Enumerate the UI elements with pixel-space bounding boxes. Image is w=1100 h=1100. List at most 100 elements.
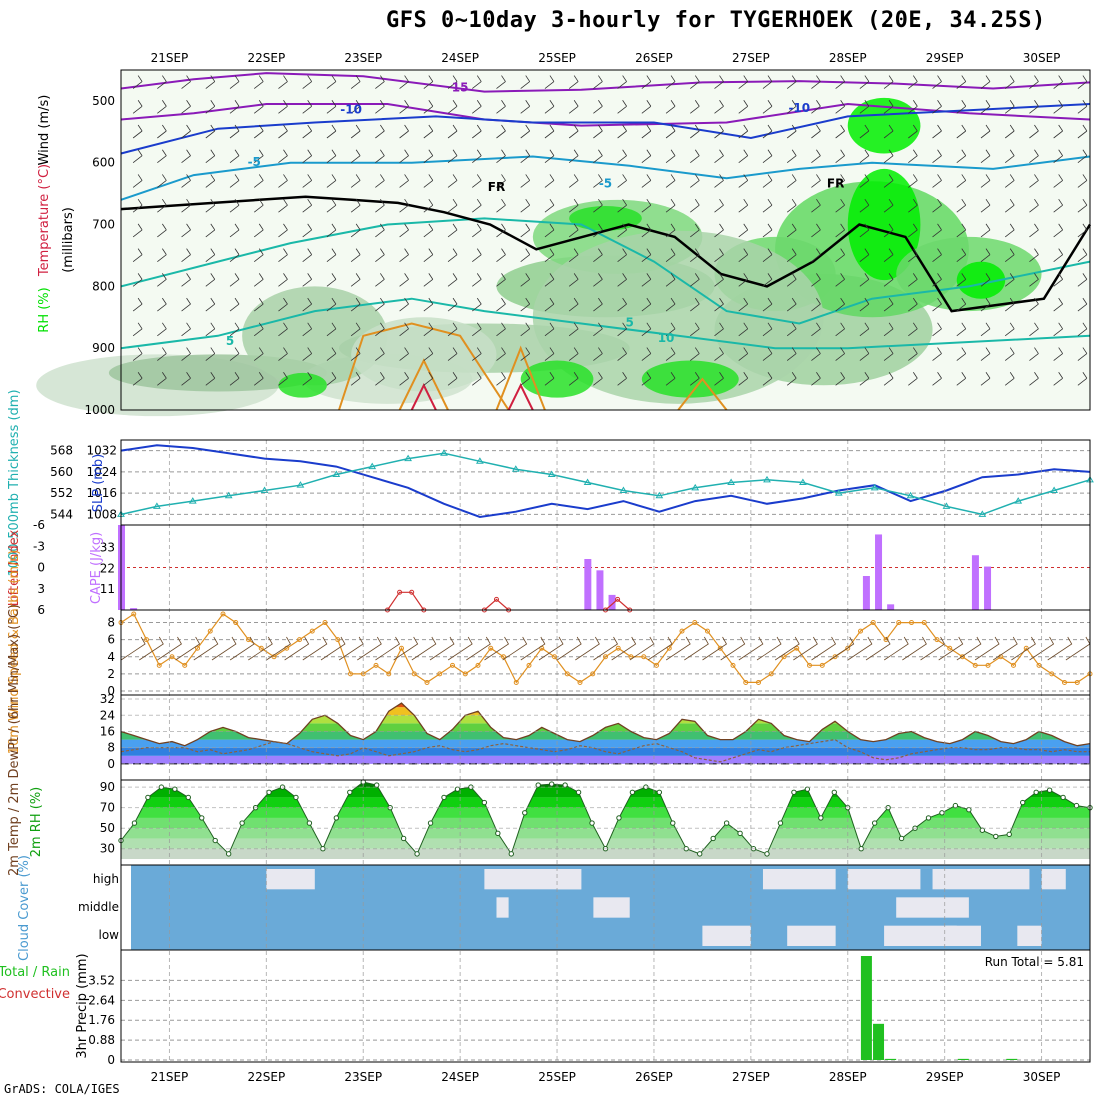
- surface-wind-barb: [665, 636, 691, 661]
- thickness-marker: [188, 497, 197, 504]
- wind-barb: [714, 273, 724, 287]
- wind-barb: [181, 297, 191, 312]
- wind-barb: [1053, 273, 1063, 287]
- wind-barb: [932, 149, 942, 164]
- rh-shade: [569, 206, 642, 231]
- wind-barb: [1053, 174, 1063, 188]
- wind-barb: [714, 174, 724, 188]
- date-label-top: 26SEP: [635, 51, 673, 65]
- wind-barb: [278, 75, 288, 89]
- wind-barb: [399, 297, 409, 312]
- wind-barb: [859, 297, 870, 312]
- wind-barb: [544, 174, 555, 188]
- wind-speed-marker: [781, 654, 787, 660]
- wind-barb: [980, 149, 991, 164]
- wind-speed-marker: [195, 645, 200, 651]
- wind-barb: [738, 372, 749, 386]
- wind-barb: [568, 198, 579, 213]
- rh-marker: [212, 837, 218, 844]
- cloud-block: [557, 869, 582, 890]
- wind-barb: [181, 174, 191, 188]
- surface-wind-barb: [520, 636, 546, 661]
- wind-barb: [447, 297, 458, 312]
- cape-tick: 33: [100, 541, 115, 555]
- wind-barb: [423, 248, 434, 262]
- thickness-tick: 568: [50, 444, 73, 458]
- lifted-tick: -6: [33, 518, 45, 532]
- wind-barb: [302, 347, 313, 361]
- wind-barb: [423, 75, 434, 89]
- surface-wind-barb: [883, 636, 909, 661]
- wind-barb: [762, 248, 773, 262]
- wind-barb: [690, 347, 700, 361]
- rh-marker: [993, 833, 999, 840]
- wind-barb: [714, 297, 724, 312]
- wind-barb: [811, 248, 821, 262]
- wind-barb: [229, 223, 240, 238]
- wind-barb: [665, 75, 676, 89]
- cape-bar: [887, 604, 895, 610]
- rh-shade: [956, 261, 1006, 299]
- wind-barb: [496, 174, 506, 188]
- surface-wind-barb: [447, 636, 473, 661]
- wind-barb: [980, 273, 991, 287]
- wind-barb: [1029, 223, 1039, 238]
- wind-barb: [520, 297, 531, 312]
- rh-marker: [347, 789, 353, 795]
- wind-barb: [593, 149, 603, 164]
- date-label-bottom: 22SEP: [247, 1070, 285, 1084]
- rh-marker: [575, 789, 582, 795]
- chart-title: GFS 0~10day 3-hourly for TYGERHOEK (20E,…: [386, 8, 1046, 33]
- surface-wind-barb: [157, 636, 182, 661]
- slp-tick: 1008: [86, 507, 117, 521]
- wind-barb: [908, 248, 918, 262]
- wind-barb: [205, 75, 216, 89]
- wind-barb: [423, 223, 434, 238]
- lifted-index-line: [387, 591, 425, 611]
- wind-barb: [229, 174, 240, 188]
- wind-barb: [859, 174, 870, 188]
- wind-barb: [205, 322, 216, 337]
- wind-barb: [447, 198, 458, 213]
- thickness-marker: [691, 483, 700, 491]
- rh-marker: [939, 810, 945, 816]
- wind-barb: [157, 248, 167, 262]
- wind-barb: [520, 273, 531, 287]
- wind-barb: [496, 198, 506, 213]
- thickness-marker: [1050, 486, 1058, 493]
- temp-tick: 0: [107, 757, 115, 771]
- surface-wind-barb: [284, 636, 310, 661]
- temperature-contour: [410, 383, 437, 411]
- rh-marker: [1006, 831, 1012, 838]
- wind-barb: [302, 174, 313, 188]
- surface-wind-barb: [302, 636, 328, 661]
- temperature-contour: [507, 383, 534, 411]
- wind-barb: [375, 248, 385, 262]
- rh-marker: [1060, 794, 1066, 801]
- wind-barb: [690, 322, 700, 337]
- wind-barb: [665, 100, 676, 114]
- wind-barb: [205, 124, 216, 139]
- wind-speed-marker: [450, 662, 455, 668]
- upper-air-legend-label: Temperature (°C): [37, 164, 52, 277]
- wind-barb: [835, 174, 845, 188]
- wind-barb: [205, 149, 216, 164]
- wind-barb: [544, 198, 555, 213]
- wind-barb: [1053, 149, 1063, 164]
- wind-barb: [714, 149, 724, 164]
- slp-tick: 1024: [86, 465, 117, 479]
- wind-barb: [1077, 273, 1088, 287]
- rh-marker: [952, 802, 959, 809]
- rh-shade: [520, 360, 594, 398]
- rh-marker: [764, 851, 770, 857]
- wind-barb: [665, 174, 676, 188]
- precip-tick: 1.76: [88, 1013, 115, 1027]
- wind-barb: [835, 297, 845, 312]
- cape-bar: [130, 608, 138, 610]
- date-label-top: 23SEP: [344, 51, 382, 65]
- surface-wind-barb: [556, 636, 582, 661]
- wind-barb: [641, 198, 652, 213]
- wind-barb: [229, 273, 240, 287]
- wind-barb: [786, 149, 797, 164]
- wind-speed-marker: [768, 671, 774, 677]
